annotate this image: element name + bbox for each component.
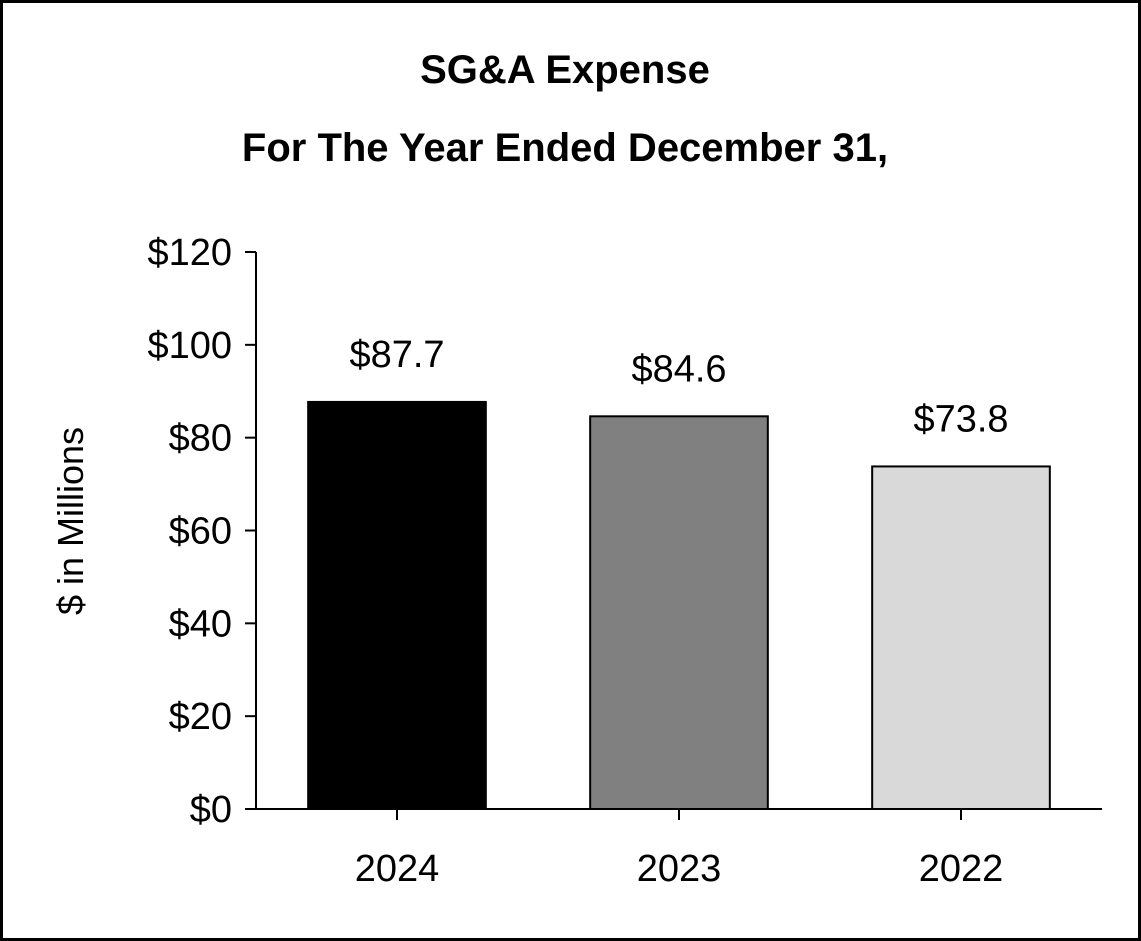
x-tick-label-2023: 2023: [637, 848, 722, 890]
y-tick-label: $40: [169, 603, 232, 645]
bar-2024: [307, 400, 487, 810]
y-tick-label: $20: [169, 696, 232, 738]
data-labels: $87.7 $84.6 $73.8: [349, 334, 1008, 441]
x-tick-label-2024: 2024: [355, 848, 440, 890]
x-axis-ticks: 2024 2023 2022: [355, 809, 1004, 890]
bar-2023: [589, 415, 769, 810]
bar-2022: [871, 465, 1051, 810]
chart-title: SG&A Expense: [420, 48, 710, 92]
data-label-2022: $73.8: [913, 398, 1008, 440]
y-tick-label: $80: [169, 418, 232, 460]
x-tick-label-2022: 2022: [919, 848, 1004, 890]
bars: [307, 400, 1051, 810]
bar-chart: SG&A Expense For The Year Ended December…: [50, 48, 1102, 890]
y-axis-label: $ in Millions: [50, 427, 91, 615]
y-axis-ticks: $0 $20 $40 $60 $80 $100 $120: [147, 232, 256, 831]
y-tick-label: $0: [190, 789, 232, 831]
chart-subtitle: For The Year Ended December 31,: [242, 126, 888, 170]
data-label-2023: $84.6: [631, 348, 726, 390]
data-label-2024: $87.7: [349, 334, 444, 376]
y-tick-label: $100: [147, 325, 232, 367]
y-tick-label: $120: [147, 232, 232, 274]
y-tick-label: $60: [169, 511, 232, 553]
